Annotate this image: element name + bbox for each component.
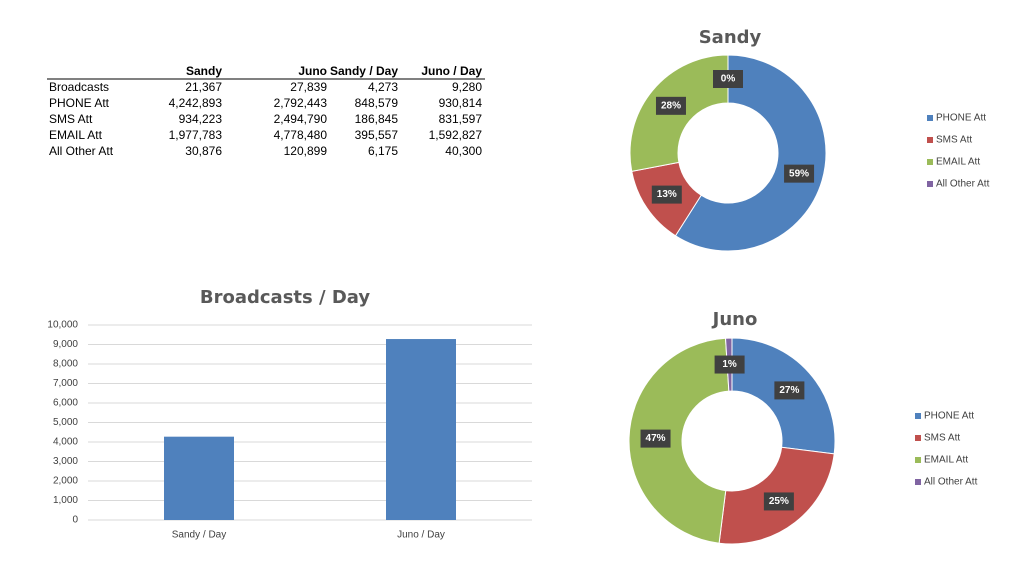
table-cell: 930,814 [439,96,483,110]
legend-label: PHONE Att [936,113,986,124]
y-tick-label: 0 [72,515,78,526]
y-tick-label: 5,000 [53,417,78,428]
y-tick-label: 2,000 [53,476,78,487]
legend-swatch [927,159,933,165]
data-label: 47% [646,433,666,444]
table-cell: 934,223 [179,112,223,126]
label-box [774,381,805,400]
table-cell: 9,280 [452,80,482,94]
legend-swatch [927,115,933,121]
y-tick-label: 6,000 [53,398,78,409]
label-box [784,164,815,183]
table-header: Juno / Day [421,64,482,78]
legend-label: SMS Att [936,135,972,146]
table-cell: 848,579 [355,96,399,110]
legend-swatch [915,435,921,441]
table-cell: 120,899 [284,144,328,158]
table-header: Sandy [186,64,222,78]
label-box [714,355,745,374]
y-tick-label: 7,000 [53,378,78,389]
table-cell: 1,977,783 [169,128,223,142]
table-cell: 1,592,827 [429,128,483,142]
x-tick-label: Juno / Day [397,530,445,541]
legend-swatch [927,137,933,143]
table-cell: 4,242,893 [169,96,223,110]
legend-swatch [915,479,921,485]
label-box [651,185,682,204]
data-label: 1% [722,359,737,370]
table-cell: 831,597 [439,112,483,126]
table-cell: 27,839 [290,80,327,94]
bar [386,339,456,520]
label-box [713,70,743,88]
legend-swatch [915,413,921,419]
x-tick-label: Sandy / Day [172,530,226,541]
chart-title: Broadcasts / Day [200,287,370,308]
row-label: All Other Att [49,144,114,158]
table-cell: 4,778,480 [274,128,328,142]
donut-slice [628,337,730,544]
legend-label: All Other Att [936,179,990,190]
table-cell: 2,792,443 [274,96,328,110]
bar [164,436,234,520]
donut-slice [674,54,827,252]
legend-swatch [927,181,933,187]
table-cell: 6,175 [368,144,398,158]
table-cell: 2,494,790 [274,112,328,126]
label-box [655,96,686,115]
chart-title: Sandy [699,27,762,48]
y-tick-label: 1,000 [53,495,78,506]
row-label: PHONE Att [49,96,110,110]
legend-label: All Other Att [924,477,978,488]
legend-label: PHONE Att [924,411,974,422]
table-cell: 4,273 [368,80,398,94]
table-cell: 186,845 [355,112,399,126]
y-tick-label: 10,000 [47,320,78,331]
data-label: 27% [779,385,799,396]
data-label: 28% [661,100,681,111]
y-tick-label: 3,000 [53,456,78,467]
row-label: SMS Att [49,112,93,126]
table-header: Juno [298,64,327,78]
legend-label: SMS Att [924,433,960,444]
y-tick-label: 4,000 [53,437,78,448]
table-cell: 40,300 [445,144,482,158]
data-label: 13% [657,189,677,200]
legend-label: EMAIL Att [936,157,980,168]
label-box [640,429,671,448]
row-label: EMAIL Att [49,128,103,142]
y-tick-label: 9,000 [53,339,78,350]
table-cell: 395,557 [355,128,399,142]
data-label: 25% [769,496,789,507]
table-header: Sandy / Day [330,64,398,78]
label-box [763,492,794,511]
data-label: 0% [721,74,736,85]
table-cell: 21,367 [185,80,222,94]
data-label: 59% [789,168,809,179]
legend-label: EMAIL Att [924,455,968,466]
legend-swatch [915,457,921,463]
row-label: Broadcasts [49,80,109,94]
y-tick-label: 8,000 [53,359,78,370]
table-cell: 30,876 [185,144,222,158]
chart-title: Juno [711,309,758,330]
